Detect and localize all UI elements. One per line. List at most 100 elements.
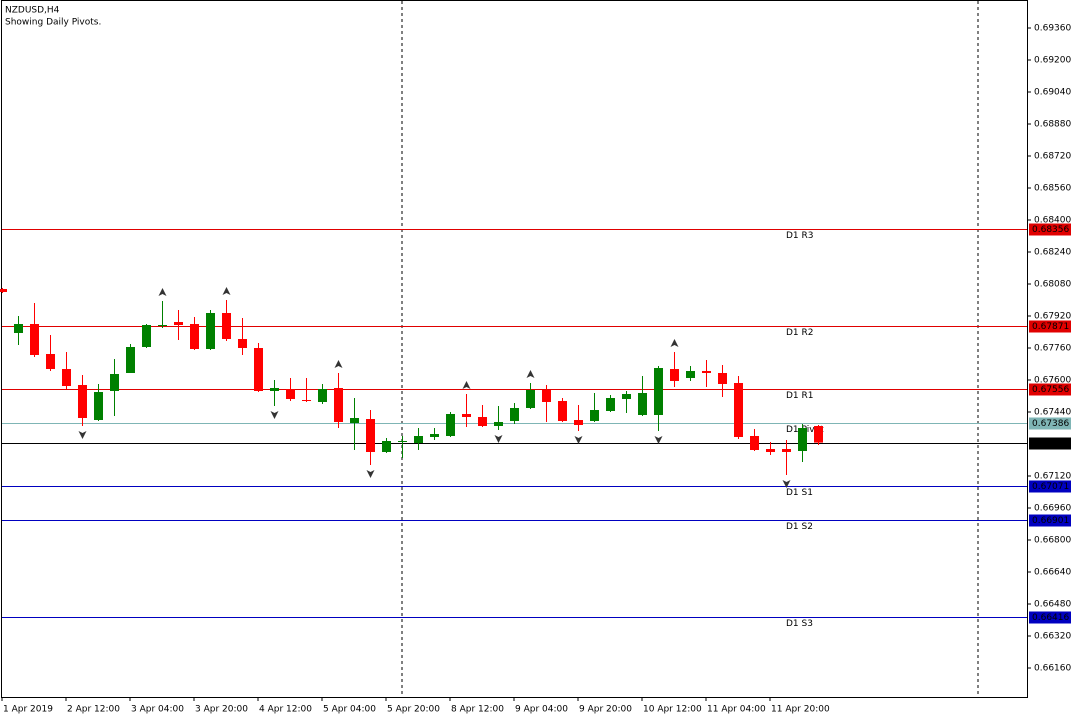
pivot-value-box (1029, 223, 1071, 236)
fractal-down (574, 436, 583, 444)
candle-body (606, 398, 615, 411)
candle-body (478, 417, 487, 426)
y-tick-label: 0.66800 (1034, 536, 1071, 546)
x-tick-label: 9 Apr 04:00 (515, 705, 568, 715)
fractal-up (158, 288, 167, 296)
pivot-label: D1 S1 (786, 488, 813, 498)
pivot-value-box (1029, 417, 1071, 430)
candle-body (670, 369, 679, 381)
y-tick-label: 0.68240 (1034, 248, 1071, 258)
pivot-value: 0.67386 (1032, 419, 1069, 429)
y-tick-label: 0.68720 (1034, 152, 1071, 162)
candle-body (734, 383, 743, 437)
candle-body (526, 390, 535, 408)
y-tick-label: 0.67600 (1034, 376, 1071, 386)
candle-body (654, 368, 663, 415)
candle-body (414, 436, 423, 443)
candle-body (222, 313, 231, 339)
candle-body (574, 420, 583, 425)
pivot-label: D1 R1 (786, 391, 814, 401)
pivot-label: D1 S3 (786, 619, 813, 629)
y-tick-label: 0.66960 (1034, 504, 1071, 514)
x-tick-label: 4 Apr 12:00 (259, 705, 312, 715)
y-tick-label: 0.67120 (1034, 472, 1071, 482)
x-tick-label: 2 Apr 12:00 (67, 705, 120, 715)
fractal-up (334, 360, 343, 368)
y-tick-label: 0.67920 (1034, 312, 1071, 322)
price-box (1029, 437, 1071, 450)
x-tick-label: 3 Apr 20:00 (195, 705, 248, 715)
candle-body (334, 388, 343, 422)
y-tick-label: 0.67440 (1034, 408, 1071, 418)
candle-body (286, 389, 295, 399)
x-tick-label: 11 Apr 04:00 (707, 705, 766, 715)
candle-body (686, 371, 695, 378)
chart-subtitle: Showing Daily Pivots. (5, 18, 101, 28)
y-tick-label: 0.69200 (1034, 56, 1071, 66)
candle-body (750, 436, 759, 450)
y-tick-label: 0.68400 (1034, 216, 1071, 226)
fractal-down (654, 436, 663, 444)
candle-body (78, 385, 87, 418)
candle-body (430, 434, 439, 437)
candle-body (558, 401, 567, 421)
candle-body (814, 426, 823, 443)
y-tick-label: 0.68080 (1034, 280, 1071, 290)
fractal-down (270, 411, 279, 419)
y-tick-label: 0.68560 (1034, 184, 1071, 194)
candle-body (46, 354, 55, 369)
x-tick-label: 11 Apr 20:00 (771, 705, 830, 715)
candle-body (62, 369, 71, 386)
candle-body (94, 392, 103, 420)
candle-body (190, 324, 199, 349)
candle-body (302, 400, 311, 401)
candle-body (270, 388, 279, 391)
candle-body (238, 339, 247, 348)
fractal-down (366, 470, 375, 478)
candle-body (782, 449, 791, 452)
y-tick-label: 0.66480 (1034, 600, 1071, 610)
candle-body (382, 441, 391, 452)
pivot-label: D1 R2 (786, 328, 814, 338)
x-tick-label: 5 Apr 20:00 (387, 705, 440, 715)
candle-body (30, 324, 39, 355)
candle-body (398, 441, 407, 442)
candle-body (446, 414, 455, 436)
fractal-up (222, 287, 231, 295)
candle-body (254, 348, 263, 391)
x-tick-label: 9 Apr 20:00 (579, 705, 632, 715)
x-tick-label: 3 Apr 04:00 (131, 705, 184, 715)
candle-body (718, 373, 727, 384)
candle-body (798, 428, 807, 451)
candle-body (542, 390, 551, 402)
fractal-up (526, 370, 535, 378)
chart-title: NZDUSD,H4 (5, 6, 60, 16)
y-tick-label: 0.66320 (1034, 632, 1071, 642)
pivot-value-box (1029, 383, 1071, 396)
y-tick-label: 0.69040 (1034, 88, 1071, 98)
candle-body (126, 347, 135, 373)
candle-body (0, 289, 7, 292)
candle-body (766, 449, 775, 452)
x-tick-label: 8 Apr 12:00 (451, 705, 504, 715)
fractal-down (782, 480, 791, 488)
pivot-value-box (1029, 611, 1071, 624)
x-tick-label: 10 Apr 12:00 (643, 705, 702, 715)
pivot-value-box (1029, 320, 1071, 333)
candle-body (366, 419, 375, 452)
candle-body (110, 374, 119, 391)
x-tick-label: 5 Apr 04:00 (323, 705, 376, 715)
candle-body (494, 422, 503, 426)
candle-body (142, 325, 151, 347)
candle-body (462, 414, 471, 417)
candle-body (158, 325, 167, 326)
candle-body (638, 393, 647, 415)
fractal-up (670, 339, 679, 347)
pivot-value: 0.67071 (1032, 482, 1069, 492)
candle-body (702, 371, 711, 373)
y-tick-label: 0.67760 (1034, 344, 1071, 354)
candle-body (318, 389, 327, 402)
pivot-value: 0.66416 (1032, 613, 1069, 623)
pivot-value: 0.67871 (1032, 322, 1069, 332)
